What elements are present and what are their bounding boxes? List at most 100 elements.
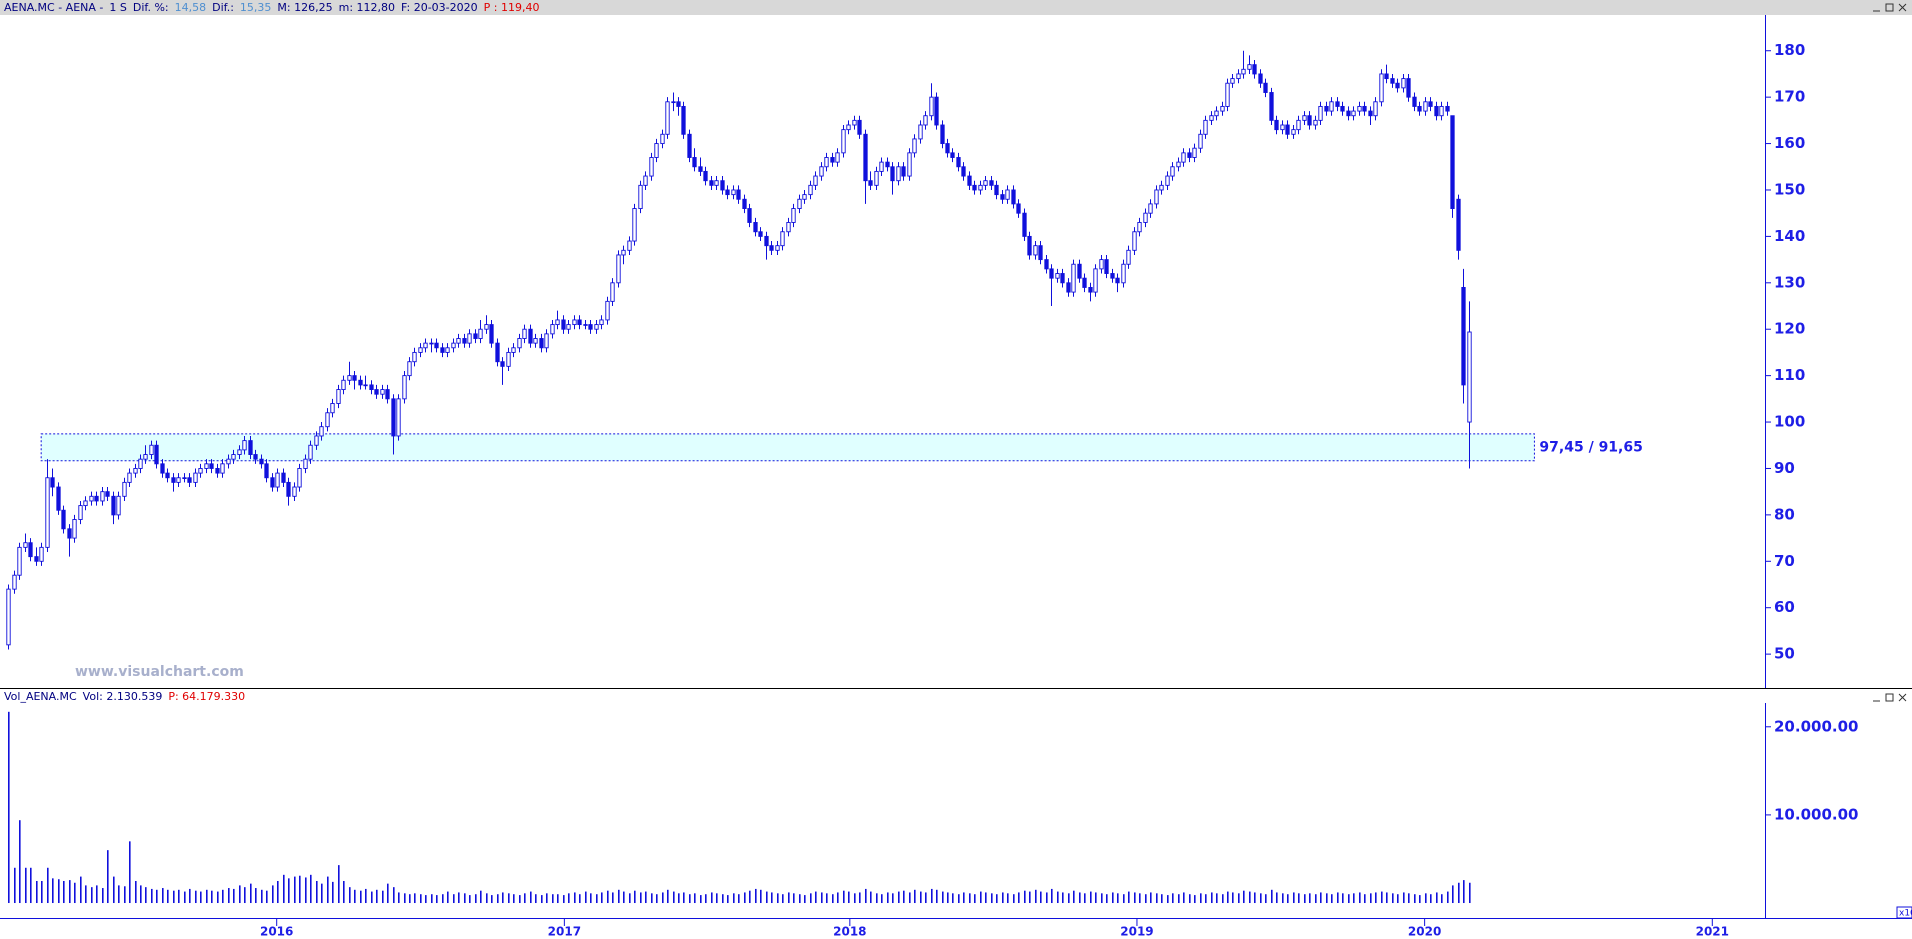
candle-body: [1143, 212, 1148, 223]
volume-bar: [30, 867, 32, 904]
candle-body: [769, 245, 774, 251]
candle-body: [1165, 175, 1170, 186]
candle-body: [780, 231, 785, 247]
maximize-button[interactable]: [1885, 3, 1894, 12]
candle-body: [632, 208, 637, 242]
candle-body: [1439, 105, 1444, 117]
candle-body: [1071, 263, 1076, 293]
volume-bar: [414, 893, 416, 904]
volume-bar: [859, 892, 861, 904]
candle-body: [336, 389, 341, 404]
y-tick-label: 130: [1774, 273, 1805, 291]
candle-body: [1412, 96, 1417, 107]
volume-bar: [113, 876, 115, 904]
volume-bar: [535, 894, 537, 904]
candle-body: [1137, 222, 1142, 233]
volume-bar: [118, 885, 120, 904]
candle-body: [1401, 78, 1406, 89]
candle-body: [1274, 119, 1279, 131]
candle-body: [945, 143, 950, 154]
candle-body: [1203, 119, 1208, 135]
volume-bar: [469, 895, 471, 904]
volume-bar: [645, 891, 647, 904]
volume-bar: [1265, 894, 1267, 904]
volume-bar: [579, 894, 581, 904]
candle-body: [220, 463, 225, 474]
volume-bar: [1408, 893, 1410, 904]
volume-bar: [316, 880, 318, 904]
candle-body: [764, 235, 769, 247]
volume-bar: [722, 894, 724, 904]
candle-body: [588, 324, 593, 330]
volume-bar: [716, 893, 718, 904]
candle-body: [1236, 73, 1241, 80]
candle-body: [23, 542, 28, 548]
candle-body: [215, 468, 220, 474]
volume-bar: [288, 878, 290, 904]
volume-bar: [305, 877, 307, 904]
volume-bar: [393, 887, 395, 904]
volume-bar: [996, 894, 998, 904]
candle-body: [297, 468, 302, 488]
candle-body: [1258, 73, 1263, 84]
volume-bar: [1189, 894, 1191, 904]
candle-body: [709, 180, 714, 186]
volume-bar: [755, 888, 757, 904]
candle-body: [473, 333, 478, 339]
candle-body: [451, 342, 456, 349]
x-tick-label: 2016: [260, 925, 293, 939]
candle-body: [56, 486, 61, 511]
y-tick-label: 180: [1774, 41, 1805, 59]
candle-body: [478, 328, 483, 339]
volume-bar: [640, 892, 642, 904]
volume-bar: [1194, 895, 1196, 904]
candle-body: [885, 161, 890, 168]
volume-bar: [1447, 891, 1449, 904]
volume-bar: [1293, 892, 1295, 904]
header-text: AENA.MC - AENA - 1 S Dif. %: 14,58 Dif.: 15,3…: [4, 1, 539, 14]
candle-body: [1467, 331, 1472, 423]
volume-bar: [508, 893, 510, 904]
candle-body: [1324, 105, 1329, 112]
volume-bar: [129, 841, 131, 904]
volume-bar: [310, 874, 312, 904]
volume-bar: [1057, 891, 1059, 904]
volume-bar: [69, 880, 71, 904]
candle-body: [314, 435, 319, 446]
candle-body: [1285, 124, 1290, 135]
candle-body: [863, 133, 868, 182]
volume-bar: [947, 892, 949, 904]
y-tick-label: 100: [1774, 413, 1805, 431]
candle-body: [1296, 119, 1301, 131]
volume-bar: [738, 894, 740, 904]
window-buttons[interactable]: [1873, 3, 1907, 702]
y-tick-label: 50: [1774, 645, 1795, 663]
volume-bar: [1436, 892, 1438, 904]
volume-bar: [404, 893, 406, 904]
candle-body: [396, 398, 401, 437]
candle-body: [1313, 119, 1318, 126]
candle-body: [45, 477, 50, 548]
candle-body: [330, 403, 335, 414]
volume-bar: [475, 894, 477, 904]
volume-bar: [799, 894, 801, 904]
volume-bar: [1381, 891, 1383, 904]
volume-bar: [1106, 894, 1108, 904]
volume-bar: [1024, 890, 1026, 904]
candle-body: [193, 472, 198, 483]
volume-bar: [1222, 894, 1224, 904]
volume-bar: [387, 883, 389, 904]
candle-body: [1005, 189, 1010, 200]
volume-bar: [1375, 892, 1377, 904]
volume-bar: [294, 876, 296, 904]
volume-bar: [804, 895, 806, 904]
volume-bar: [167, 889, 169, 904]
volume-bar: [601, 892, 603, 904]
close-button[interactable]: [1898, 693, 1907, 702]
y-tick-label: 160: [1774, 134, 1805, 152]
close-button[interactable]: [1898, 3, 1907, 12]
candle-body: [275, 472, 280, 488]
volume-bar: [925, 892, 927, 904]
maximize-button[interactable]: [1885, 693, 1894, 702]
